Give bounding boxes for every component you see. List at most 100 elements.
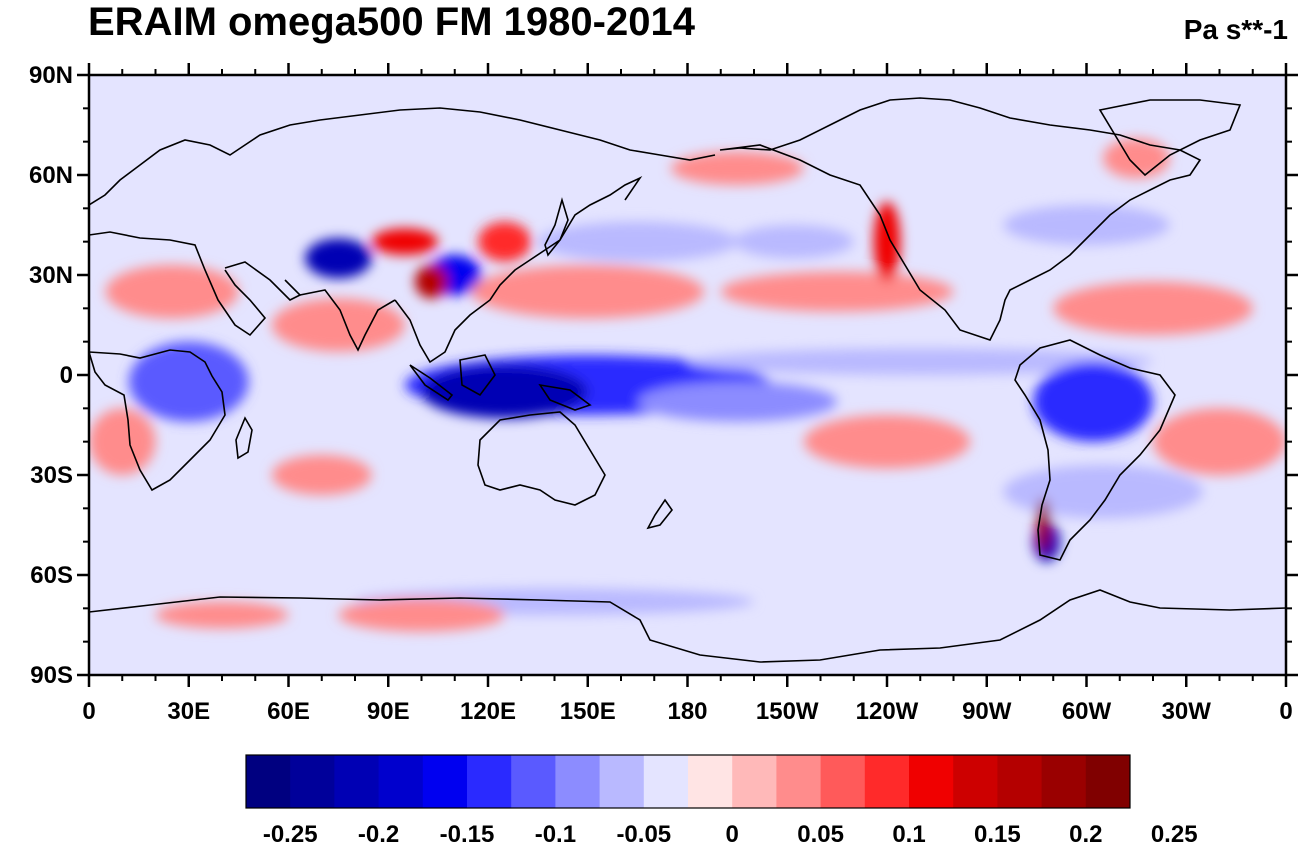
colorbar-swatch	[643, 755, 689, 808]
colorbar-label: -0.15	[440, 821, 495, 847]
coastline-new-guinea	[538, 383, 592, 411]
colorbar-swatch	[1085, 755, 1131, 808]
field-region	[1153, 408, 1286, 475]
coastline-india	[299, 289, 396, 352]
lon-tick-label: 0	[82, 698, 95, 725]
field-region	[421, 365, 588, 419]
coastline-madagascar	[235, 416, 253, 460]
coastline-greenland	[1098, 99, 1242, 177]
field-region	[105, 265, 239, 319]
colorbar-swatch	[599, 755, 645, 808]
axis-ticks: 90N 60N 30N 0 30S 60S 90S 0 30E 60E 90E 120E 150E 180…	[29, 62, 1298, 725]
colorbar-swatch	[467, 755, 512, 808]
coastline-south-america	[1014, 339, 1176, 561]
coastline-antarctica	[89, 589, 1286, 663]
field-region	[1003, 205, 1170, 245]
coastline-arabia	[224, 261, 302, 301]
field-region	[670, 151, 804, 185]
field-region	[471, 265, 705, 319]
field-region	[1003, 465, 1203, 519]
colorbar-swatch	[422, 755, 468, 808]
field-region	[271, 298, 405, 352]
lon-tick-label: 90W	[962, 698, 1012, 725]
colorbar-label: -0.05	[616, 821, 671, 847]
coastline-africa-north	[89, 231, 267, 337]
colorbar-swatch	[776, 755, 822, 808]
colorbar-label: -0.25	[263, 821, 318, 847]
colorbar-swatch	[334, 755, 380, 808]
colorbar-frame	[245, 754, 1131, 809]
coastline-australia	[477, 411, 606, 506]
lon-tick-label: 180	[667, 698, 707, 725]
colorbar-swatch	[997, 755, 1043, 808]
colorbar-label: 0.05	[797, 821, 844, 847]
field-region	[271, 455, 372, 495]
colorbar-swatch	[378, 755, 424, 808]
field-region	[338, 598, 505, 632]
coastline-borneo	[459, 354, 496, 397]
colorbar-swatch	[511, 755, 556, 808]
field-region	[1103, 138, 1170, 179]
lon-tick-label: 0	[1279, 698, 1292, 725]
map-plot-area: 90N 60N 30N 0 30S 60S 90S 0 30E 60E 90E 120E 150E 180…	[29, 62, 1298, 725]
colorbar-swatch	[1041, 755, 1087, 808]
units-label: Pa s**-1	[1183, 14, 1288, 45]
colorbar-label: 0	[726, 821, 739, 847]
coastline-japan	[544, 197, 569, 257]
lon-tick-label: 30E	[167, 698, 210, 725]
colorbar-swatch	[953, 755, 998, 808]
map-title: ERAIM omega500 FM 1980-2014	[88, 0, 695, 44]
lon-tick-label: 60E	[267, 698, 310, 725]
field-region	[537, 221, 738, 262]
coastline-sumatra	[409, 364, 454, 402]
lon-tick-label: 60W	[1062, 698, 1112, 725]
field-region	[734, 225, 854, 259]
field-region	[155, 601, 289, 629]
colorbar-label: 0.15	[974, 821, 1021, 847]
lat-tick-label: 60S	[30, 562, 73, 589]
colorbar-swatch	[820, 755, 866, 808]
field-region	[305, 238, 372, 279]
lon-tick-label: 30W	[1162, 698, 1212, 725]
lat-tick-label: 0	[60, 362, 73, 389]
lon-tick-label: 150W	[756, 698, 819, 725]
coastline-se-asia	[394, 239, 561, 364]
lat-tick-label: 30N	[29, 262, 73, 289]
colorbar-label: 0.2	[1069, 821, 1102, 847]
field-region	[1033, 361, 1153, 442]
colorbar-swatch	[732, 755, 777, 808]
field-region	[803, 415, 971, 469]
colorbar-swatch	[555, 755, 601, 808]
colorbar-label: -0.1	[535, 821, 576, 847]
lon-tick-label: 150E	[560, 698, 616, 725]
field-region	[478, 221, 532, 262]
colorbar: -0.25 -0.2 -0.15 -0.1 -0.05 0 0.05 0.1 0.15 0.2 0.…	[245, 754, 1198, 847]
field-region	[89, 408, 156, 475]
colorbar-label: 0.1	[892, 821, 925, 847]
field-region	[637, 381, 838, 422]
coastline-kamchatka	[559, 176, 643, 241]
colorbar-swatch	[909, 755, 954, 808]
lat-tick-label: 90S	[30, 662, 73, 689]
coastline-africa	[89, 349, 226, 492]
lat-tick-label: 30S	[30, 462, 73, 489]
colorbar-label: 0.25	[1151, 821, 1198, 847]
lon-tick-label: 120W	[856, 698, 919, 725]
coastline-new-zealand	[646, 498, 673, 530]
field-region	[873, 201, 901, 282]
colorbar-swatch	[290, 755, 335, 808]
coastlines	[89, 97, 1286, 663]
colorbar-swatch	[688, 755, 733, 808]
field-region	[128, 341, 249, 422]
field-region	[1053, 281, 1253, 336]
lon-tick-label: 90E	[367, 698, 410, 725]
colorbar-label: -0.2	[358, 821, 399, 847]
lat-tick-label: 60N	[29, 162, 73, 189]
lat-tick-label: 90N	[29, 62, 73, 89]
coastline-eurasia-north	[89, 107, 716, 206]
lon-tick-label: 120E	[460, 698, 516, 725]
colorbar-swatch	[246, 755, 291, 808]
field-region	[1036, 498, 1050, 552]
field-region	[371, 228, 439, 256]
